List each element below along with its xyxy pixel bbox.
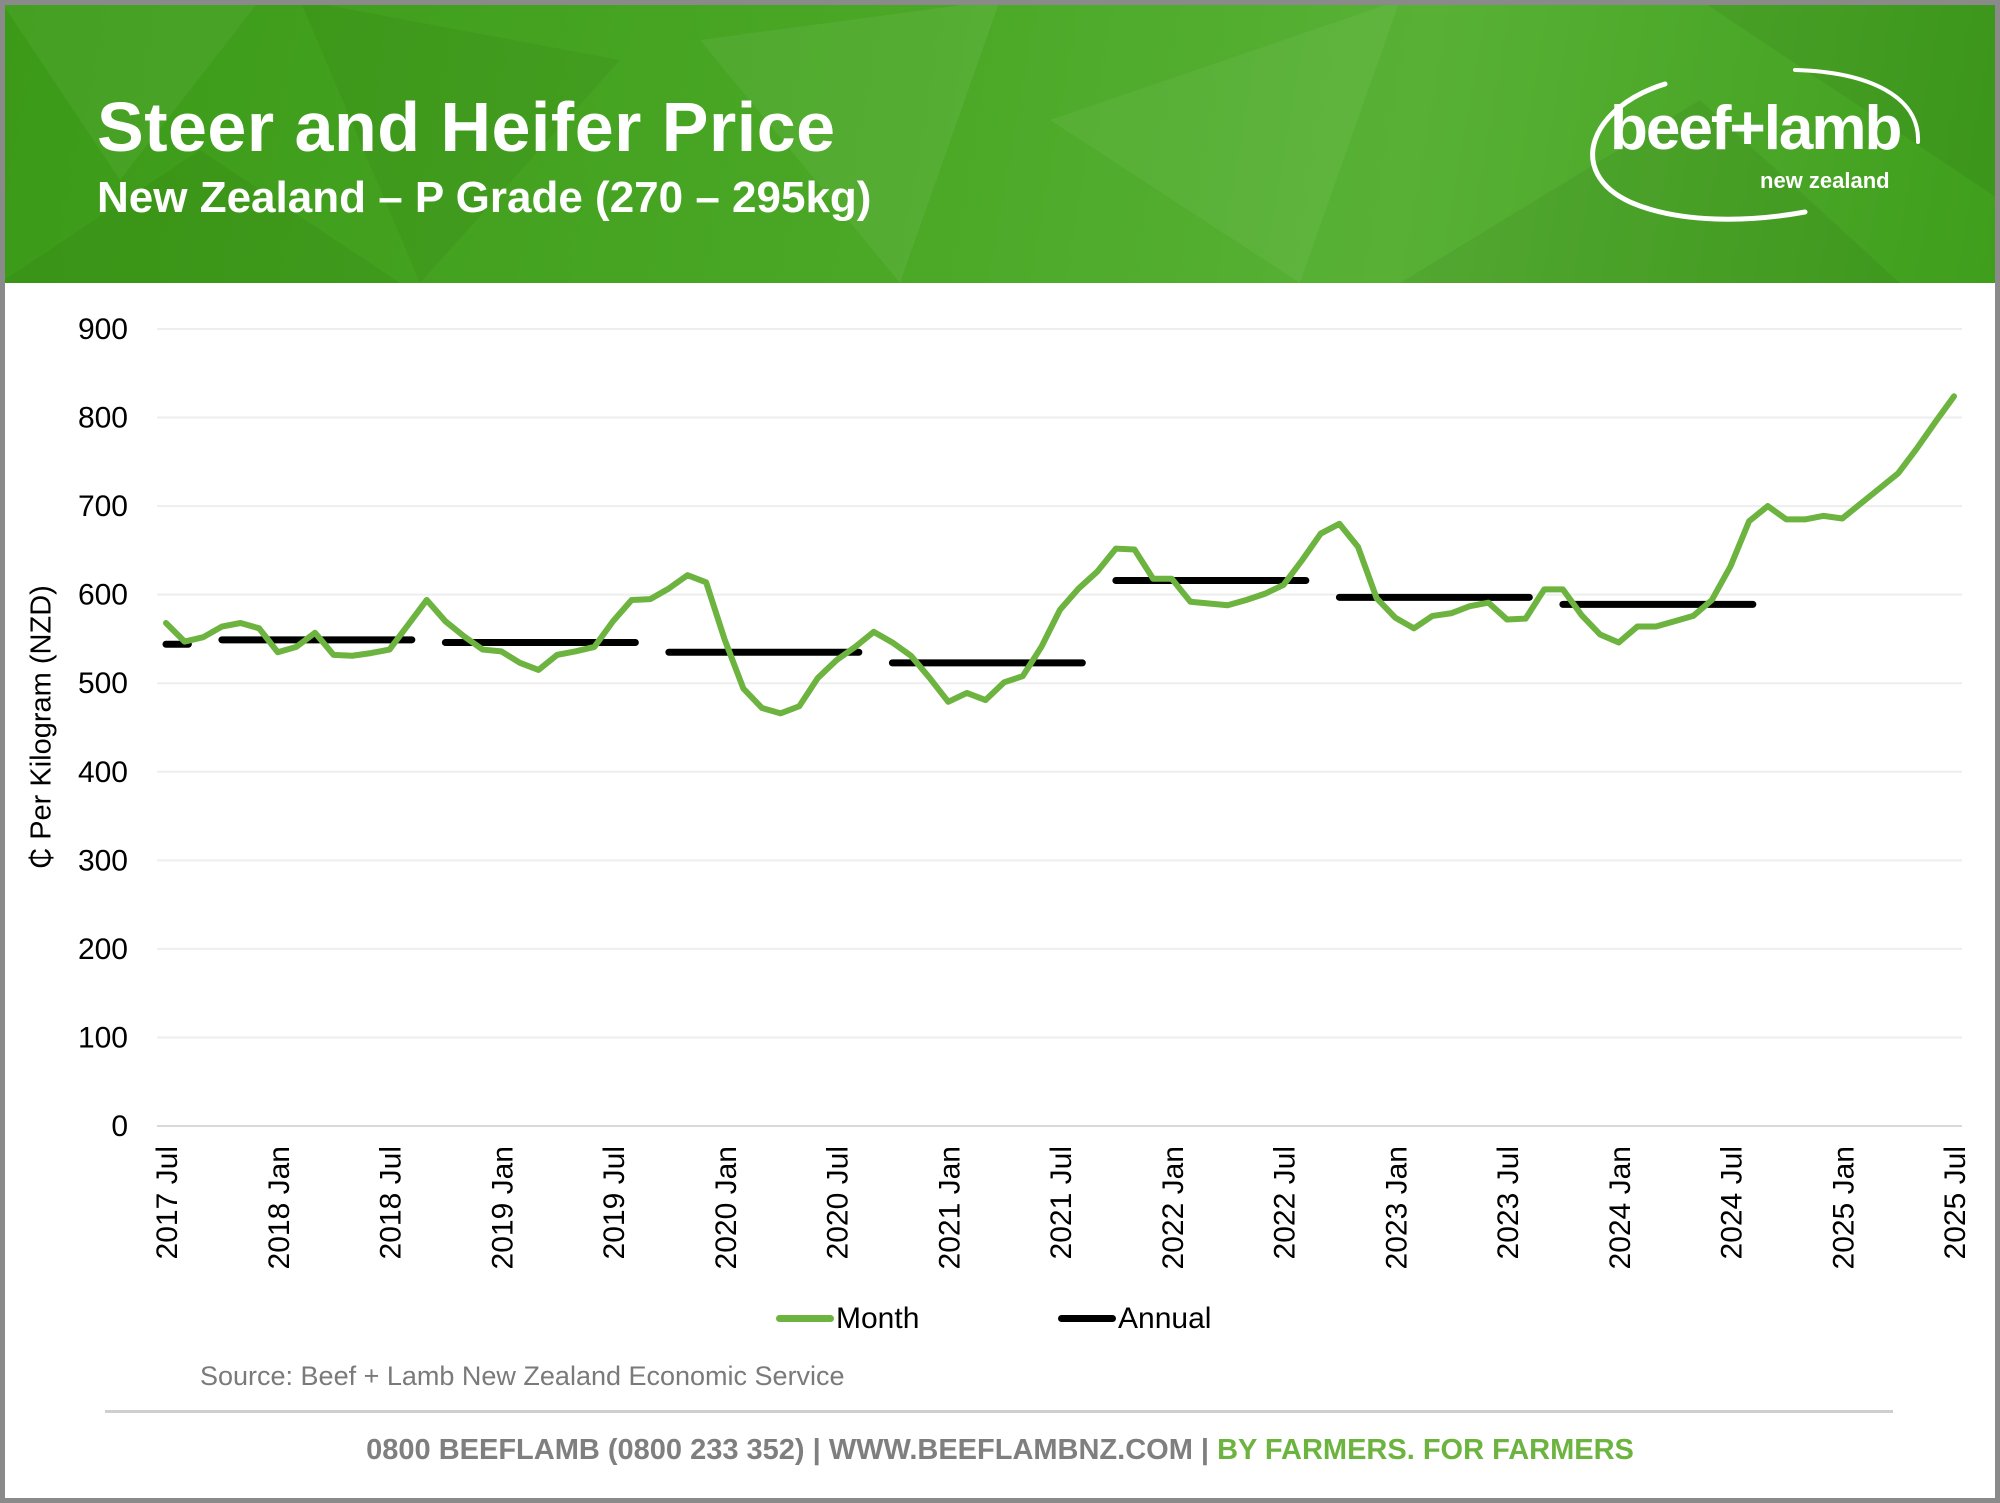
legend-label-annual: Annual bbox=[1118, 1302, 1212, 1335]
logo-swoosh-icon bbox=[1590, 68, 1921, 222]
y-tick-label: 800 bbox=[78, 402, 128, 435]
y-tick-label: 400 bbox=[78, 756, 128, 789]
x-tick-label: 2024 Jul bbox=[1716, 1146, 1749, 1259]
logo-subtext: new zealand bbox=[1760, 168, 1890, 193]
y-axis-label: ₵ Per Kilogram (NZD) bbox=[25, 585, 58, 869]
legend-item-month: Month bbox=[776, 1302, 919, 1335]
y-tick-label: 600 bbox=[78, 579, 128, 612]
x-tick-label: 2023 Jul bbox=[1492, 1146, 1525, 1259]
chart-title: Steer and Heifer Price bbox=[97, 88, 836, 166]
chart-subtitle: New Zealand – P Grade (270 – 295kg) bbox=[97, 173, 872, 222]
x-tick-label: 2022 Jul bbox=[1269, 1146, 1302, 1259]
footer-website-link[interactable]: WWW.BEEFLAMBNZ.COM bbox=[828, 1434, 1193, 1466]
source-note: Source: Beef + Lamb New Zealand Economic… bbox=[200, 1361, 845, 1391]
x-tick-label: 2023 Jan bbox=[1380, 1146, 1413, 1269]
beef-lamb-logo: beef+lamb new zealand bbox=[1570, 62, 1930, 232]
month-series-line bbox=[163, 393, 1957, 717]
price-chart: 0 100 200 300 400 500 600 700 800 900 2017 Jul 2018… bbox=[78, 313, 1972, 1269]
footer-phone: 0800 BEEFLAMB (0800 233 352) bbox=[366, 1434, 805, 1466]
x-tick-label: 2018 Jul bbox=[375, 1146, 408, 1259]
x-tick-label: 2019 Jul bbox=[598, 1146, 631, 1259]
footer-tagline: BY FARMERS. FOR FARMERS bbox=[1217, 1434, 1634, 1466]
footer-separator: | bbox=[1192, 1434, 1218, 1466]
footer-contact: 0800 BEEFLAMB (0800 233 352) | WWW.BEEFL… bbox=[0, 1434, 2000, 1467]
x-tick-label: 2018 Jan bbox=[263, 1146, 296, 1269]
y-tick-label: 500 bbox=[78, 667, 128, 700]
header-facet-pattern bbox=[0, 0, 2000, 283]
footer-separator: | bbox=[804, 1434, 829, 1466]
x-tick-label: 2024 Jan bbox=[1604, 1146, 1637, 1269]
header-banner: Steer and Heifer Price New Zealand – P G… bbox=[0, 0, 2000, 283]
x-tick-label: 2020 Jan bbox=[710, 1146, 743, 1269]
legend-label-month: Month bbox=[836, 1302, 920, 1335]
legend-swatch-annual bbox=[1058, 1315, 1116, 1322]
footer-divider bbox=[105, 1410, 1893, 1413]
x-tick-label: 2022 Jan bbox=[1157, 1146, 1190, 1269]
x-tick-label: 2020 Jul bbox=[822, 1146, 855, 1259]
x-tick-label: 2021 Jan bbox=[933, 1146, 966, 1269]
y-tick-label: 900 bbox=[78, 313, 128, 346]
legend-item-annual: Annual bbox=[1058, 1302, 1211, 1335]
y-tick-label: 300 bbox=[78, 844, 128, 877]
logo-wordmark: beef+lamb bbox=[1610, 94, 1902, 163]
y-tick-label: 100 bbox=[78, 1021, 128, 1054]
x-tick-label: 2017 Jul bbox=[151, 1146, 184, 1259]
y-tick-label: 0 bbox=[111, 1110, 128, 1143]
y-tick-label: 700 bbox=[78, 490, 128, 523]
x-tick-label: 2025 Jan bbox=[1827, 1146, 1860, 1269]
x-tick-label: 2021 Jul bbox=[1045, 1146, 1078, 1259]
x-tick-label: 2019 Jan bbox=[486, 1146, 519, 1269]
y-tick-label: 200 bbox=[78, 933, 128, 966]
legend-swatch-month bbox=[776, 1315, 834, 1322]
x-tick-label: 2025 Jul bbox=[1939, 1146, 1972, 1259]
